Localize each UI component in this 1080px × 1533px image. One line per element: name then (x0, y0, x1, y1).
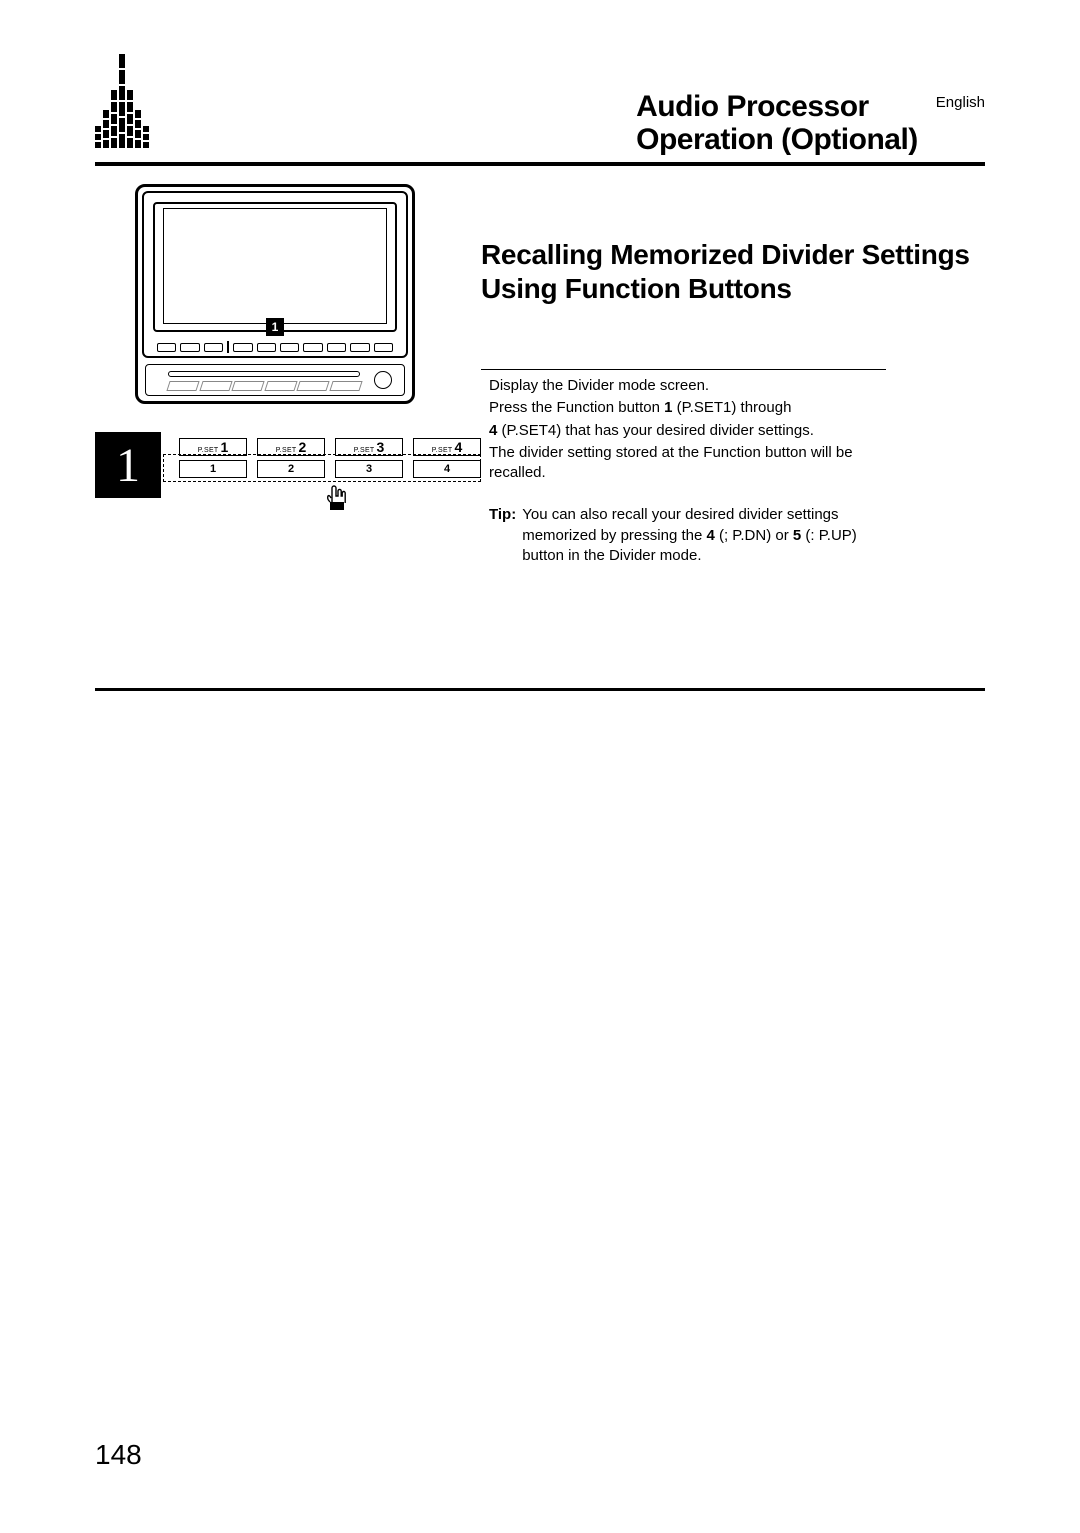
text-column: Recalling Memorized Divider Settings Usi… (481, 184, 985, 566)
tip-label: Tip: (489, 505, 516, 566)
instruction-line-1: Display the Divider mode screen. (489, 376, 886, 396)
page-number: 148 (95, 1439, 142, 1471)
callout-marker-1: 1 (266, 318, 284, 336)
step-instructions: Display the Divider mode screen. Press t… (481, 369, 886, 566)
tip-block: Tip: You can also recall your desired di… (489, 505, 886, 566)
step-diagram: P.SET11P.SET22P.SET33P.SET44 (161, 432, 493, 532)
header-rule (95, 162, 985, 166)
title-block: Audio Processor Operation (Optional) Eng… (636, 90, 985, 156)
instruction-line-4: The divider setting stored at the Functi… (489, 443, 886, 484)
page-header: Audio Processor Operation (Optional) Eng… (95, 90, 985, 156)
section-heading: Recalling Memorized Divider Settings Usi… (481, 238, 985, 305)
illustration-column: 1 1 P.SET11P.SET22P.SET33P.SET44 (95, 184, 435, 566)
pointer-hand-icon (321, 480, 347, 510)
step-number-badge: 1 (95, 432, 161, 498)
content-area: 1 1 P.SET11P.SET22P.SET33P.SET44 Recalli… (95, 184, 985, 566)
title-line-1: Audio Processor (636, 90, 918, 123)
instruction-line-2: Press the Function button 1 (P.SET1) thr… (489, 398, 886, 418)
title-line-2: Operation (Optional) (636, 123, 918, 156)
device-illustration: 1 (135, 184, 415, 404)
brand-logo (95, 98, 149, 148)
step-1-row: 1 P.SET11P.SET22P.SET33P.SET44 (95, 432, 435, 532)
language-label: English (936, 94, 985, 111)
instruction-line-3: 4 (P.SET4) that has your desired divider… (489, 421, 886, 441)
section-end-rule (95, 688, 985, 691)
tip-text: You can also recall your desired divider… (522, 505, 886, 566)
